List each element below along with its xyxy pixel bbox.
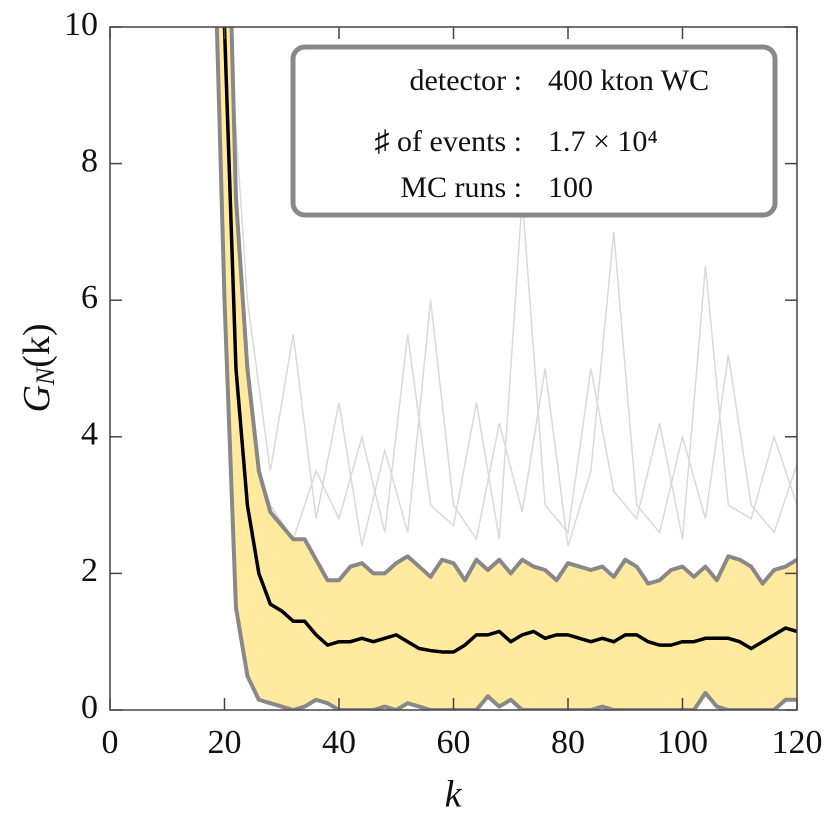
x-axis-label: k: [445, 774, 463, 816]
upper-line: [229, 27, 797, 586]
mc-run: [229, 27, 797, 541]
x-tick-label: 20: [208, 724, 242, 761]
y-label-rest: (k): [16, 323, 58, 367]
legend-label: ♯ of events :: [375, 125, 522, 158]
x-tick-label: 80: [551, 724, 585, 761]
legend-value: 100: [548, 171, 593, 204]
y-label-main: G: [16, 385, 58, 412]
legend: detector : 400 kton WC ♯ of events : 1.7 × …: [375, 64, 710, 204]
legend-value: 1.7 × 10⁴: [548, 125, 658, 158]
y-axis-label: GN(k): [16, 323, 60, 412]
x-tick-label: 120: [772, 724, 823, 761]
axes: 0 20 40 60 80 100 120 0 2 4 6 8 10: [64, 6, 823, 761]
y-tick-label: 6: [81, 279, 98, 316]
x-tick-label: 0: [102, 724, 119, 761]
x-tick-label: 40: [322, 724, 356, 761]
legend-box: [290, 44, 778, 218]
x-tick-label: 100: [657, 724, 708, 761]
mean-line: [222, 27, 797, 654]
y-tick-label: 10: [64, 6, 98, 43]
y-tick-label: 8: [81, 142, 98, 179]
legend-value: 400 kton WC: [548, 64, 709, 97]
legend-label: detector :: [410, 64, 522, 97]
plot-area: [214, 27, 797, 710]
x-tick-label: 60: [437, 724, 471, 761]
mc-run: [228, 27, 797, 547]
legend-label: MC runs :: [400, 171, 522, 204]
lower-line: [214, 27, 797, 710]
y-tick-label: 4: [81, 416, 98, 453]
y-label-sub: N: [31, 366, 60, 386]
y-tick-label: 2: [81, 552, 98, 589]
y-tick-label: 0: [81, 689, 98, 726]
